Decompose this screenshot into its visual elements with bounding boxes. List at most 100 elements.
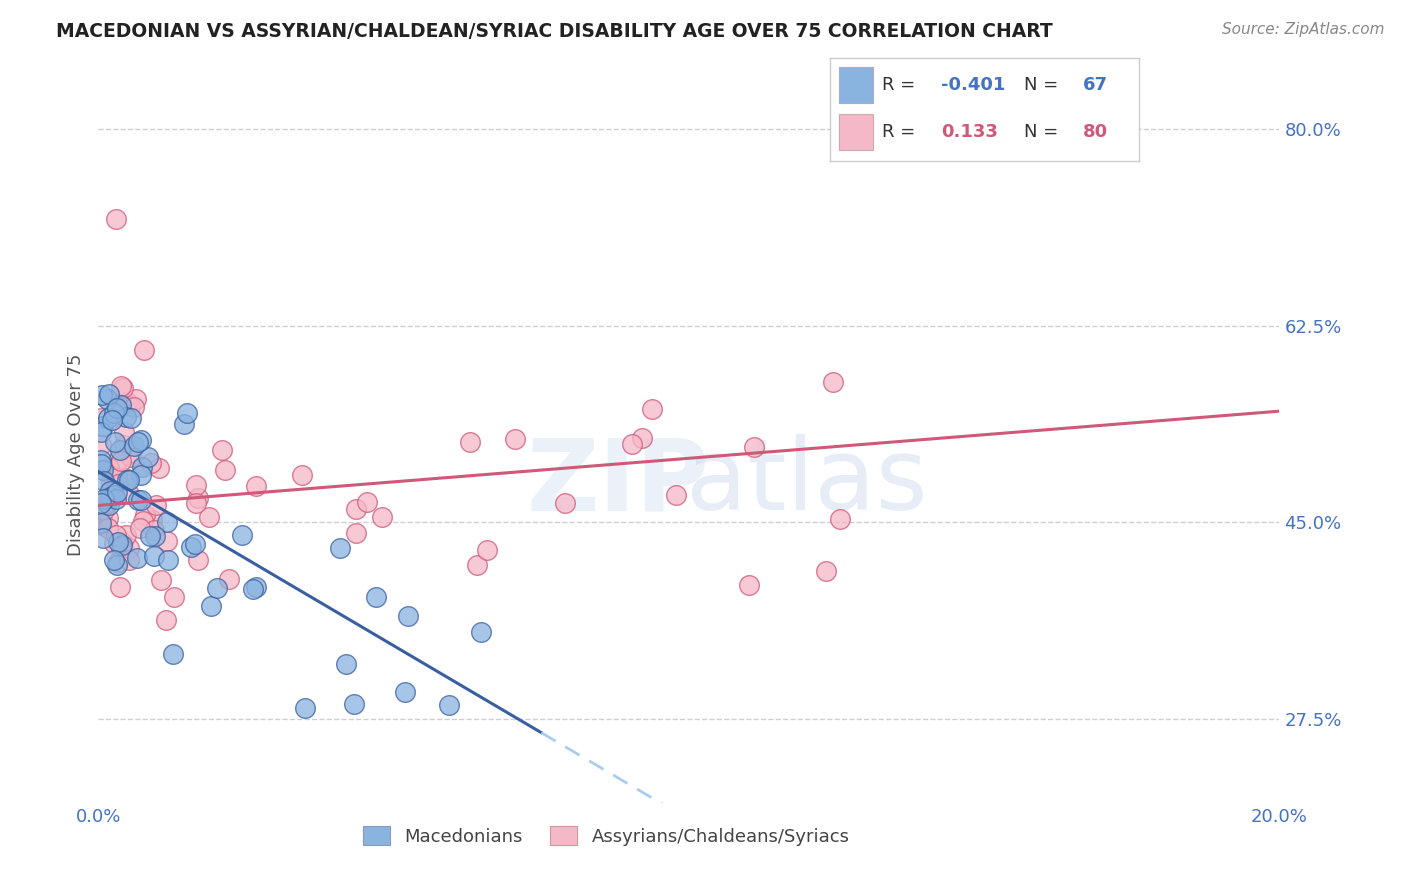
FancyBboxPatch shape [839, 114, 873, 150]
Point [366, 590, 388, 604]
Point [100, 487, 122, 501]
Point [621, 436, 644, 450]
Point [143, 529, 166, 543]
Point [114, 471, 136, 485]
Point [111, 538, 134, 552]
Point [134, 508, 156, 522]
Point [396, 609, 419, 624]
Point [475, 543, 498, 558]
Point [180, 541, 202, 555]
Point [91, 463, 114, 477]
Point [131, 514, 153, 528]
Point [98, 386, 121, 401]
Point [103, 535, 125, 549]
Point [198, 509, 221, 524]
Text: 80: 80 [1083, 123, 1108, 141]
Point [214, 463, 236, 477]
Point [118, 474, 141, 488]
Point [105, 558, 128, 573]
Point [115, 395, 138, 409]
Point [437, 698, 460, 712]
Text: 0.133: 0.133 [941, 123, 998, 141]
Point [90, 512, 112, 526]
Point [458, 435, 481, 450]
Point [184, 496, 207, 510]
Text: N =: N = [1025, 76, 1064, 95]
Point [115, 528, 138, 542]
Text: Source: ZipAtlas.com: Source: ZipAtlas.com [1222, 22, 1385, 37]
Point [503, 432, 526, 446]
Point [93, 419, 115, 434]
Point [630, 431, 652, 445]
Point [90, 518, 112, 533]
Point [96, 496, 118, 510]
Point [830, 512, 852, 526]
Point [187, 491, 209, 506]
Point [117, 473, 139, 487]
Point [105, 528, 128, 542]
Point [344, 502, 367, 516]
Point [100, 475, 122, 489]
Point [205, 581, 228, 595]
Point [100, 490, 122, 504]
Point [112, 536, 135, 550]
Point [554, 496, 576, 510]
Point [103, 553, 125, 567]
Point [141, 513, 163, 527]
Text: R =: R = [882, 123, 921, 141]
Point [101, 469, 124, 483]
Point [127, 551, 149, 566]
Point [120, 450, 142, 465]
Point [184, 537, 207, 551]
Point [98, 483, 121, 498]
Text: R =: R = [882, 76, 921, 95]
Point [112, 425, 135, 440]
Point [98, 460, 121, 475]
Point [290, 468, 312, 483]
Point [156, 516, 179, 530]
Text: N =: N = [1025, 123, 1064, 141]
Point [120, 411, 142, 425]
Point [155, 613, 177, 627]
Point [200, 599, 222, 613]
Point [129, 468, 152, 483]
Point [343, 698, 366, 712]
Point [218, 572, 240, 586]
Point [91, 531, 114, 545]
Point [115, 447, 138, 461]
Point [118, 487, 141, 501]
Point [664, 488, 686, 502]
Point [122, 439, 145, 453]
Point [211, 443, 233, 458]
Point [93, 503, 115, 517]
Point [90, 452, 112, 467]
Point [105, 401, 128, 415]
Point [107, 476, 129, 491]
Point [97, 511, 120, 525]
Point [111, 395, 134, 409]
Point [150, 573, 173, 587]
Point [101, 413, 124, 427]
Point [110, 398, 132, 412]
Point [344, 525, 367, 540]
Point [129, 492, 152, 507]
Point [143, 523, 166, 537]
Point [93, 492, 115, 507]
Point [823, 375, 845, 389]
Point [242, 582, 264, 596]
Point [120, 399, 142, 413]
Point [118, 541, 141, 556]
Point [148, 460, 170, 475]
Point [742, 440, 765, 454]
Point [90, 438, 112, 452]
Point [356, 495, 378, 509]
Point [162, 647, 184, 661]
Text: MACEDONIAN VS ASSYRIAN/CHALDEAN/SYRIAC DISABILITY AGE OVER 75 CORRELATION CHART: MACEDONIAN VS ASSYRIAN/CHALDEAN/SYRIAC D… [56, 22, 1053, 41]
Point [131, 433, 153, 447]
Point [105, 212, 128, 227]
Point [329, 541, 352, 556]
Point [103, 406, 125, 420]
Point [118, 553, 141, 567]
Point [173, 417, 195, 432]
Point [470, 624, 492, 639]
